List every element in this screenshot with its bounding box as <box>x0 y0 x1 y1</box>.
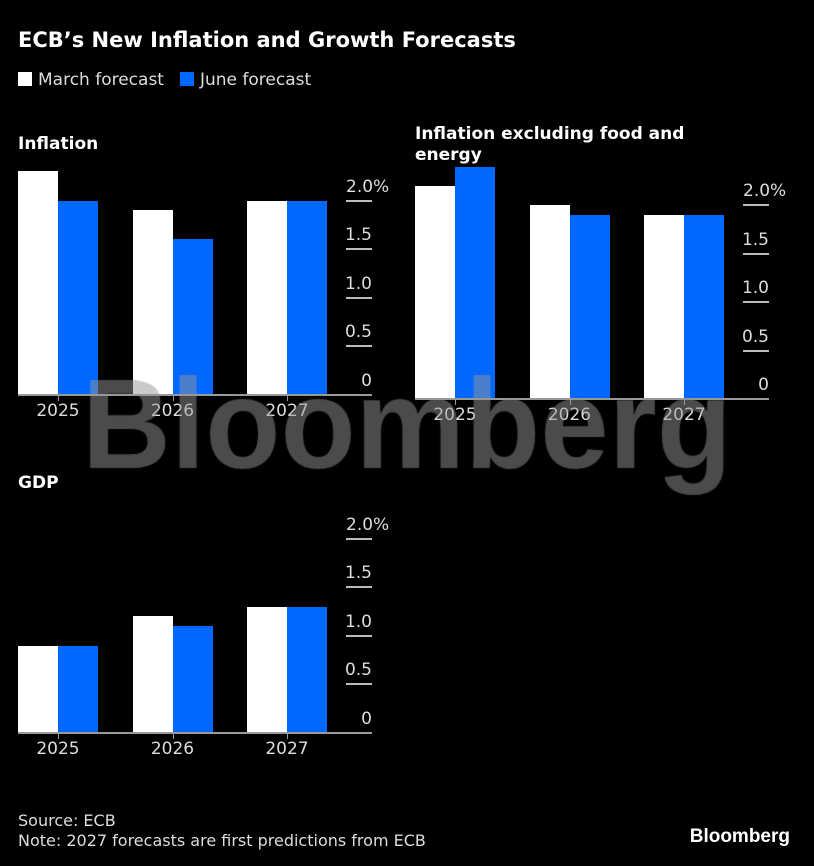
x-tick-label: 2026 <box>547 405 592 425</box>
x-tick-label: 2025 <box>433 405 477 425</box>
gridline <box>346 683 372 686</box>
footnotes: Source: ECB Note: 2027 forecasts are fir… <box>18 811 426 851</box>
bar-march-2025 <box>18 171 58 395</box>
gridline <box>743 349 769 352</box>
x-tick-label: 2027 <box>662 405 706 425</box>
y-tick-label: 2.0% <box>346 514 390 535</box>
gridline <box>346 634 372 637</box>
bar-june-2025 <box>455 166 495 399</box>
x-axis-baseline <box>18 732 372 734</box>
x-axis-baseline <box>415 398 769 400</box>
legend-item-june: June forecast <box>179 70 312 90</box>
gdp-chart-title: GDP <box>18 473 59 493</box>
x-tick-label: 2026 <box>150 401 195 421</box>
gridline <box>346 345 372 348</box>
bar-june-2027 <box>287 200 327 395</box>
source-text: Source: ECB <box>18 811 116 830</box>
core-inflation-chart-title: Inflation excluding food and energy <box>415 124 685 165</box>
y-tick-label: 2.0% <box>346 176 390 197</box>
bar-march-2025 <box>415 186 455 399</box>
x-tick-label: 2027 <box>265 401 309 421</box>
bar-june-2027 <box>287 606 327 733</box>
gridline <box>743 204 769 207</box>
x-tick-label: 2026 <box>150 739 195 759</box>
legend-swatch-march <box>18 72 32 86</box>
bar-june-2027 <box>684 215 724 399</box>
inflation-chart-title: Inflation <box>18 134 99 154</box>
bar-march-2027 <box>247 606 287 733</box>
bloomberg-logo: Bloomberg <box>689 826 790 847</box>
legend: March forecast June forecast <box>18 70 311 90</box>
bar-june-2025 <box>58 645 98 733</box>
legend-item-march: March forecast <box>18 70 164 90</box>
bar-june-2026 <box>569 215 610 399</box>
note-text: Note: 2027 forecasts are first predictio… <box>18 831 426 850</box>
gridline <box>346 199 372 202</box>
bar-june-2026 <box>172 626 213 733</box>
bar-june-2025 <box>58 200 98 395</box>
bar-march-2027 <box>644 215 684 399</box>
gridline <box>346 537 372 540</box>
gridline <box>743 252 769 255</box>
bar-june-2026 <box>172 239 213 395</box>
bar-march-2026 <box>132 210 173 395</box>
bar-march-2025 <box>18 645 58 733</box>
bar-march-2026 <box>529 205 570 399</box>
legend-label: June forecast <box>199 70 312 90</box>
legend-swatch-june <box>179 72 194 86</box>
x-axis-baseline <box>18 394 372 396</box>
x-tick-label: 2025 <box>36 401 80 421</box>
gridline <box>346 296 372 299</box>
gridline <box>743 301 769 304</box>
gridline <box>346 586 372 589</box>
legend-label: March forecast <box>38 70 164 90</box>
bar-march-2027 <box>247 200 287 395</box>
x-tick-label: 2025 <box>36 739 80 759</box>
x-tick-label: 2027 <box>265 739 309 759</box>
bar-march-2026 <box>132 616 173 733</box>
y-tick-label: 1.5 <box>344 563 372 584</box>
y-tick-label: 2.0% <box>743 181 787 202</box>
chart-title: ECB’s New Inflation and Growth Forecasts <box>18 28 516 52</box>
gridline <box>346 248 372 251</box>
